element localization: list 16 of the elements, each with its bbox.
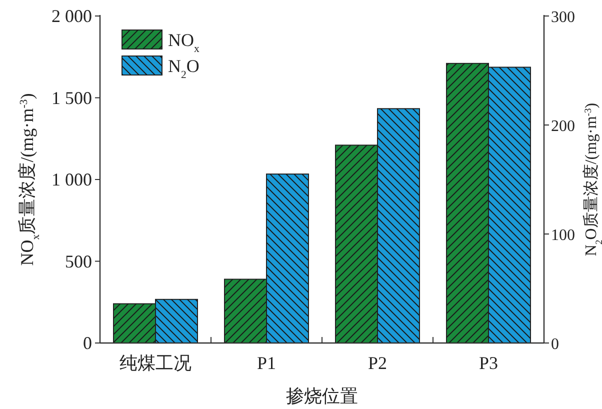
y-tick-label: 0	[83, 333, 92, 353]
y-tick-label: 2 000	[52, 6, 92, 26]
y-tick-label: 500	[65, 251, 92, 272]
x-tick-label: P3	[478, 353, 498, 373]
x-tick-label: 纯煤工况	[120, 353, 192, 373]
legend-label: NO$_{x}$	[168, 30, 200, 55]
x-tick-label: P1	[256, 353, 276, 373]
y2-tick-label: 300	[551, 9, 575, 26]
x-axis-title: 掺烧位置	[286, 386, 358, 406]
y2-tick-label: 0	[551, 336, 559, 353]
y2-tick-label: 100	[551, 227, 575, 244]
y-tick-label: 1 500	[52, 88, 92, 108]
y2-tick-label: 200	[551, 118, 575, 135]
legend-label: N$_{2}$O	[168, 56, 200, 81]
x-tick-label: P2	[368, 353, 388, 373]
y-tick-label: 1 000	[52, 170, 92, 190]
